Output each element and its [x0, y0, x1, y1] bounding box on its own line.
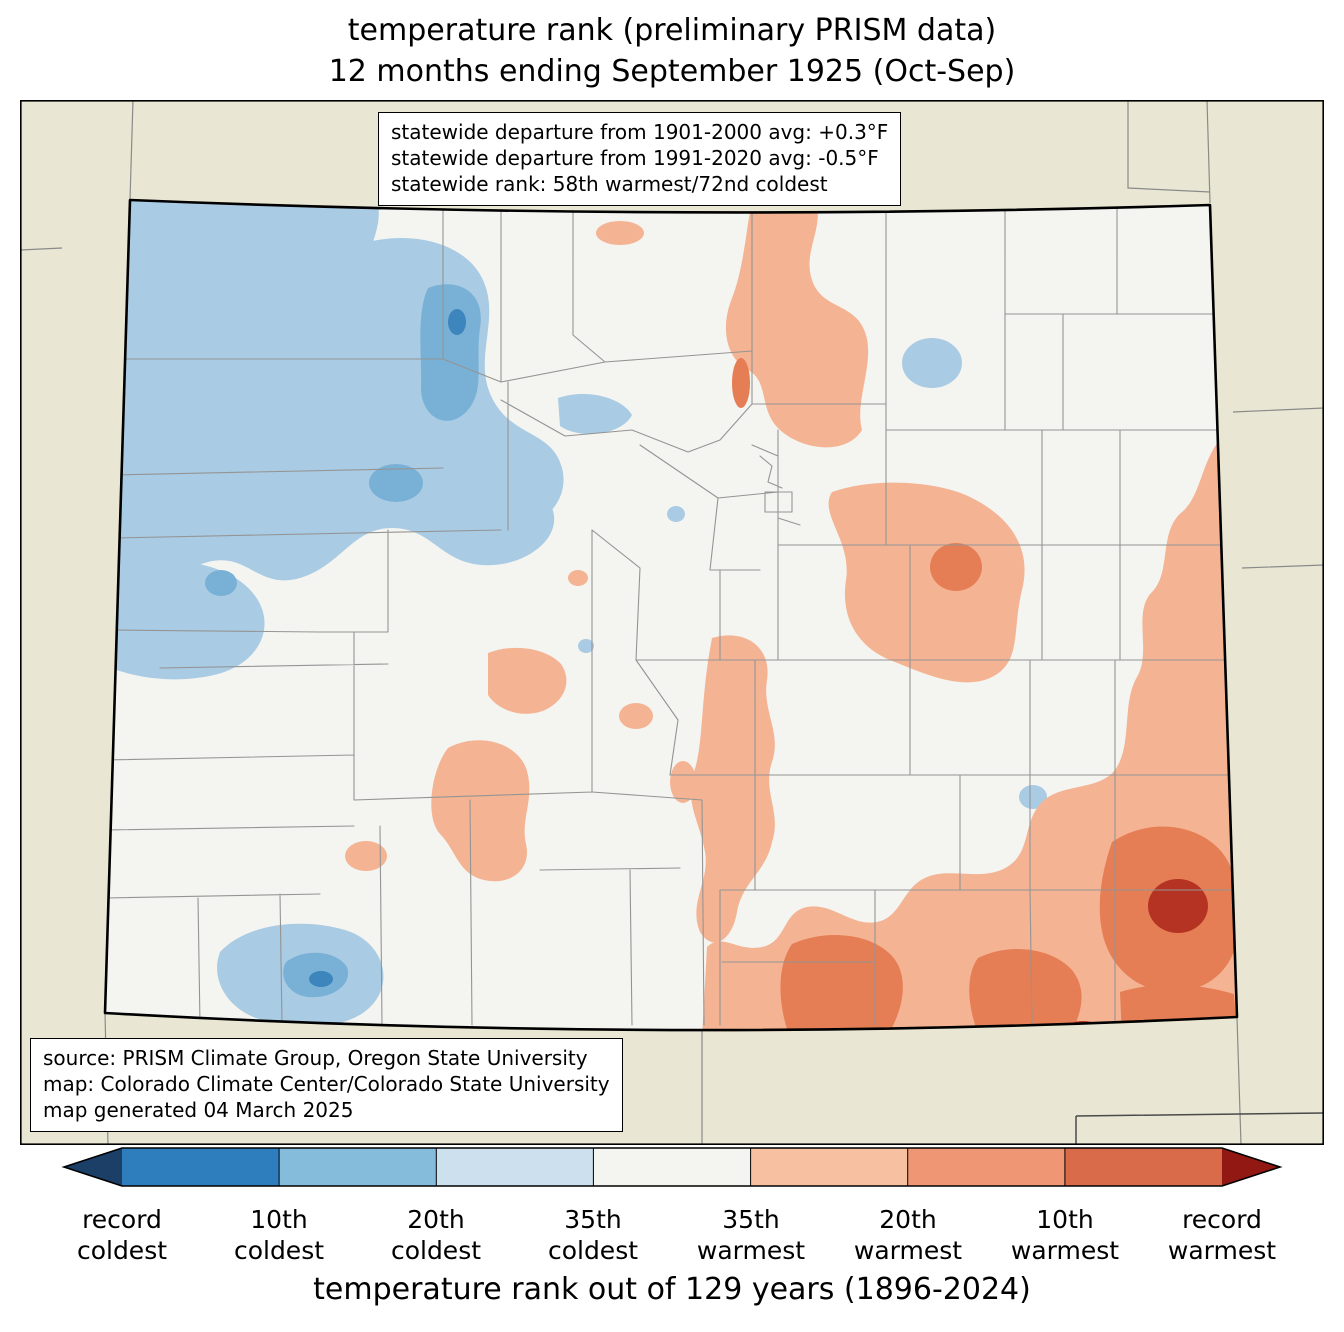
source-line-3: map generated 04 March 2025: [43, 1098, 354, 1122]
legend-label-35th-coldest: 35th coldest: [547, 1205, 639, 1265]
colorbar-arrow-left: [64, 1148, 122, 1186]
anomaly-regions: [105, 200, 1237, 1031]
title-line-1: temperature rank (preliminary PRISM data…: [347, 13, 997, 48]
colorbar-segment-3: [436, 1148, 594, 1186]
stats-line-1: statewide departure from 1901-2000 avg: …: [391, 120, 889, 144]
statewide-stats-box: statewide departure from 1901-2000 avg: …: [378, 112, 902, 206]
stats-line-2: statewide departure from 1991-2020 avg: …: [391, 146, 879, 170]
map-canvas: [20, 100, 1324, 1145]
legend-label-10th-coldest: 10th coldest: [233, 1205, 325, 1265]
cool-regions-dark: [309, 309, 466, 987]
source-attribution-box: source: PRISM Climate Group, Oregon Stat…: [30, 1038, 623, 1132]
colorbar-arrow-right: [1222, 1148, 1280, 1186]
neighbor-state-lines-dark: [1075, 1112, 1324, 1145]
colorbar-caption: temperature rank out of 129 years (1896-…: [313, 1272, 1031, 1307]
page-title: temperature rank (preliminary PRISM data…: [0, 10, 1344, 92]
colorado-map: statewide departure from 1901-2000 avg: …: [20, 100, 1324, 1145]
colorbar-segment-5: [750, 1148, 908, 1186]
source-line-1: source: PRISM Climate Group, Oregon Stat…: [43, 1046, 588, 1070]
county-boundaries: [105, 200, 1237, 1026]
legend-label-20th-coldest: 20th coldest: [390, 1205, 482, 1265]
legend-label-record-warmest: record warmest: [1167, 1205, 1277, 1265]
stats-line-3: statewide rank: 58th warmest/72nd coldes…: [391, 172, 828, 196]
title-line-2: 12 months ending September 1925 (Oct-Sep…: [328, 54, 1016, 89]
cool-regions-mid: [205, 284, 481, 998]
colorbar-segment-7: [1064, 1148, 1223, 1186]
legend-label-20th-warmest: 20th warmest: [853, 1205, 963, 1265]
map-frame: [20, 100, 1324, 1145]
legend-label-record-coldest: record coldest: [76, 1205, 168, 1265]
legend-label-10th-warmest: 10th warmest: [1010, 1205, 1120, 1265]
colorbar: [61, 1147, 1283, 1187]
colorbar-segment-1: [122, 1148, 280, 1186]
colorbar-outline: [61, 1147, 1283, 1187]
legend-label-35th-warmest: 35th warmest: [696, 1205, 806, 1265]
colorbar-segment-4: [593, 1148, 751, 1186]
colorbar-dividers: [278, 1148, 1066, 1186]
source-line-2: map: Colorado Climate Center/Colorado St…: [43, 1072, 610, 1096]
colorbar-segment-2: [279, 1148, 437, 1186]
state-border: [103, 198, 1239, 1032]
colorbar-segment-6: [907, 1148, 1065, 1186]
